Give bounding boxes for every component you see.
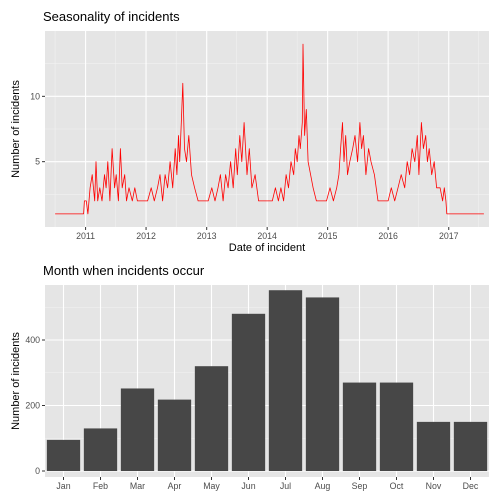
- bar-chart-y-tick-label: 0: [35, 466, 40, 476]
- bar-chart-x-tick-label: Apr: [168, 481, 182, 491]
- bar-chart-x-tick-label: Sep: [352, 481, 368, 491]
- line-chart-title: Seasonality of incidents: [43, 9, 180, 24]
- bar-chart: Month when incidents occur Jan Feb Mar Apr M…: [10, 263, 489, 491]
- bar-chart-x-tick-label: Oct: [390, 481, 404, 491]
- bar-chart-x-tick-label: Jun: [241, 481, 255, 491]
- bar-chart-x-tick-label: May: [203, 481, 220, 491]
- line-chart-y-ticks: 5 10: [30, 91, 45, 167]
- bar-dec: [453, 421, 488, 471]
- bar-chart-y-tick-label: 200: [25, 401, 40, 411]
- line-chart-x-ticks: 2011 2012 2013 2014 2015 2016 2017: [76, 227, 459, 241]
- bar-oct: [379, 382, 414, 471]
- bar-jan: [46, 439, 81, 471]
- bar-nov: [416, 421, 451, 471]
- line-chart-x-tick-label: 2014: [257, 231, 277, 241]
- line-chart-series: [55, 43, 484, 215]
- line-chart-x-tick-label: 2013: [197, 231, 217, 241]
- bar-mar: [120, 388, 155, 471]
- line-chart-x-tick-label: 2015: [318, 231, 338, 241]
- bar-chart-y-axis-title: Number of incidents: [10, 332, 22, 430]
- bar-chart-x-tick-label: Dec: [463, 481, 479, 491]
- bar-chart-x-tick-label: Nov: [426, 481, 442, 491]
- line-chart-y-tick-label: 10: [30, 91, 40, 101]
- bar-feb: [83, 428, 118, 471]
- line-chart-x-tick-label: 2012: [136, 231, 156, 241]
- bar-chart-x-tick-label: Mar: [130, 481, 145, 491]
- bar-chart-bars: [46, 290, 488, 471]
- line-chart-x-tick-label: 2011: [76, 231, 95, 241]
- line-series-0: [55, 43, 484, 215]
- bar-may: [194, 366, 229, 471]
- bar-apr: [157, 399, 192, 471]
- line-chart: Seasonality of incidents 2011 2012 2013 201…: [10, 9, 489, 254]
- bar-chart-y-ticks: 0 200 400: [25, 335, 45, 476]
- bar-chart-panel: [45, 285, 489, 477]
- bar-jun: [231, 313, 266, 471]
- bar-sep: [342, 382, 377, 471]
- bar-aug: [305, 297, 340, 471]
- bar-jul: [268, 290, 303, 471]
- line-chart-x-tick-label: 2016: [378, 231, 398, 241]
- line-chart-y-tick-label: 5: [35, 157, 40, 167]
- bar-chart-title: Month when incidents occur: [43, 263, 205, 278]
- line-chart-y-axis-title: Number of incidents: [10, 80, 22, 178]
- bar-chart-x-tick-label: Feb: [93, 481, 108, 491]
- bar-chart-x-tick-label: Jan: [56, 481, 70, 491]
- line-chart-x-axis-title: Date of incident: [229, 242, 305, 254]
- bar-chart-x-tick-label: Aug: [315, 481, 331, 491]
- line-chart-x-tick-label: 2017: [439, 231, 459, 241]
- bar-chart-x-ticks: Jan Feb Mar Apr May Jun Jul Aug Sep Oct Nov Dec: [56, 477, 479, 491]
- bar-chart-y-tick-label: 400: [25, 335, 40, 345]
- bar-chart-x-tick-label: Jul: [280, 481, 291, 491]
